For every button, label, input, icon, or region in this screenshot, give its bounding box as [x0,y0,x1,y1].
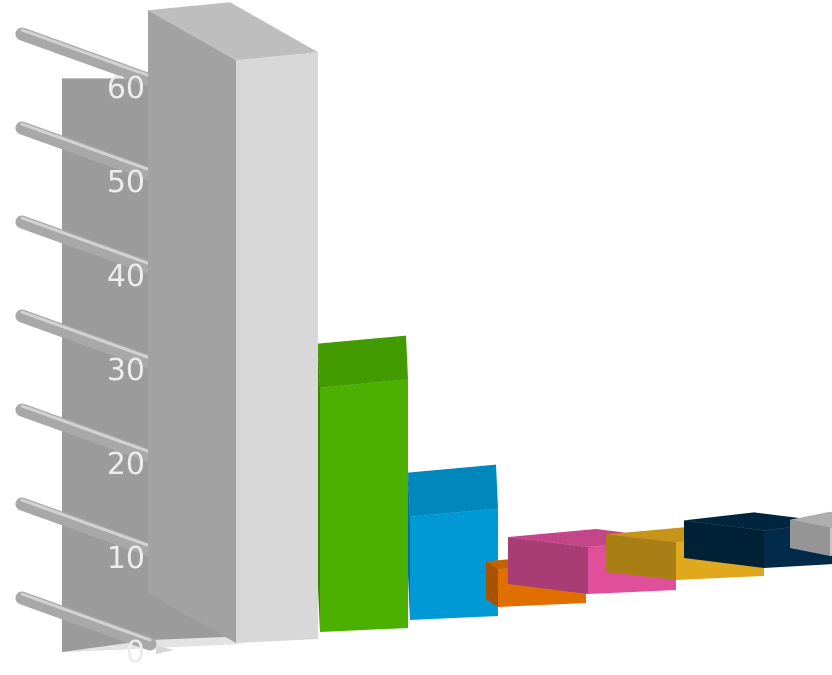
tick-rail [15,403,157,463]
tick-rail-highlight [20,310,152,360]
bar-top-face [790,511,832,528]
bar [148,2,318,643]
bar-side-face [684,520,764,568]
tick-rail [15,309,157,369]
y-tick-label: 20 [107,447,145,482]
bar-side-face [486,561,498,607]
bars [148,2,832,643]
tick-rail [15,27,157,87]
tick-rail [15,215,157,275]
y-tick-label: 10 [107,541,145,576]
bar-side-face [606,534,676,580]
tick-rail-highlight [20,592,152,642]
bar-top-face [408,464,498,517]
tick-rail [15,121,157,181]
tick-rail-highlight [20,28,152,78]
bar [408,464,498,620]
y-tick-label: 30 [107,353,145,388]
bar-front-face [236,52,318,643]
bar-side-face [408,472,410,620]
bar [790,511,832,556]
bar-side-face [318,343,320,632]
bar-side-face [508,537,588,594]
tick-rail-highlight [20,404,152,454]
bar-front-face [320,379,408,632]
bar [318,335,408,632]
bar-front-face [410,508,498,620]
bar-top-face [318,335,408,388]
y-axis-ticks: 0 10 20 30 40 50 60 [15,27,174,670]
bar-side-face [148,10,236,643]
y-tick-label: 40 [107,259,145,294]
tick-rail-highlight [20,216,152,266]
tick-mark [156,646,174,654]
tick-rail-highlight [20,122,152,172]
y-tick-label: 60 [107,71,145,106]
tick-rail-highlight [20,498,152,548]
y-tick-label: 0 [126,635,145,670]
y-tick-label: 50 [107,165,145,200]
bar-side-face [790,519,830,556]
tick-rail [15,591,157,651]
tick-rail [15,497,157,557]
bar-top-face [148,2,318,61]
